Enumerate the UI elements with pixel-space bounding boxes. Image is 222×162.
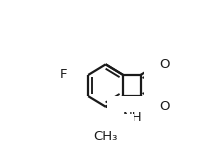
Text: CH₃: CH₃ <box>93 130 118 143</box>
Text: NH: NH <box>123 111 142 124</box>
Text: O: O <box>160 100 170 113</box>
Text: O: O <box>160 58 170 71</box>
Text: F: F <box>59 69 67 81</box>
